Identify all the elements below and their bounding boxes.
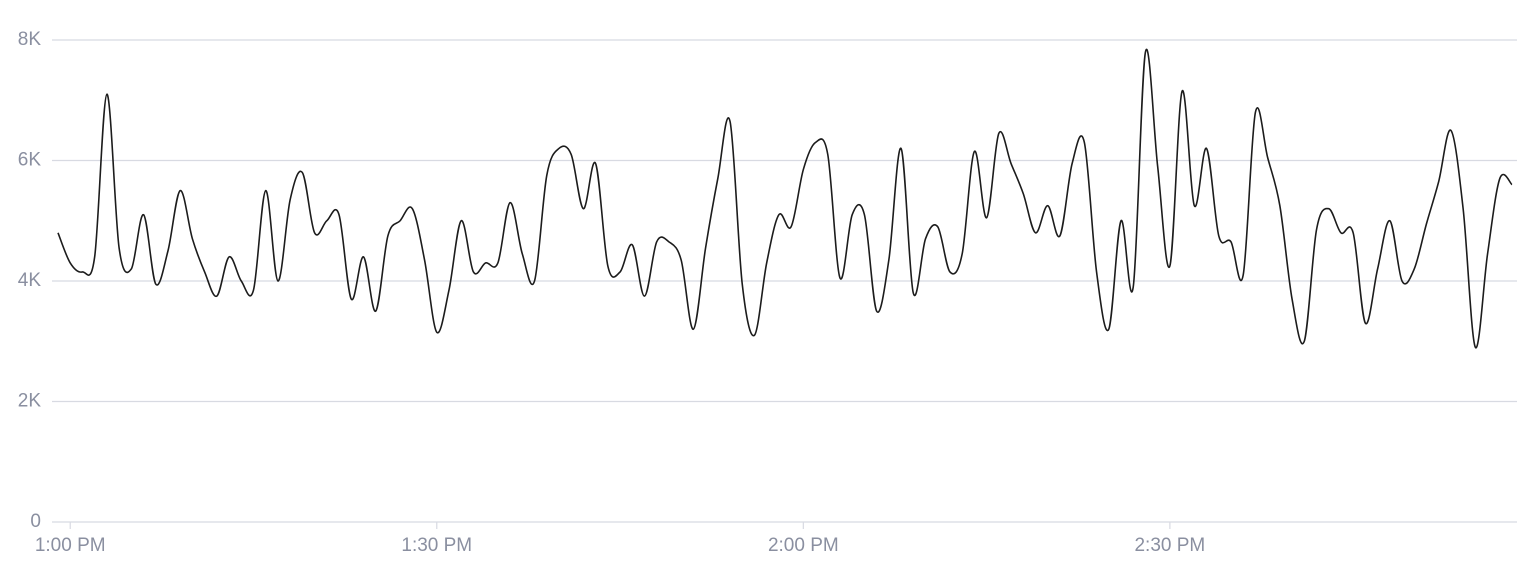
x-tick-label: 2:30 PM [1134, 535, 1205, 556]
y-tick-label: 8K [18, 29, 42, 50]
y-tick-label: 2K [18, 391, 42, 412]
y-tick-label: 0 [30, 511, 41, 532]
x-tick-label: 1:00 PM [35, 535, 106, 556]
data-line [57, 48, 1513, 349]
x-tick-label: 1:30 PM [401, 535, 472, 556]
x-tick-label: 2:00 PM [768, 535, 839, 556]
y-tick-label: 6K [18, 150, 42, 171]
y-tick-label: 4K [18, 270, 42, 291]
